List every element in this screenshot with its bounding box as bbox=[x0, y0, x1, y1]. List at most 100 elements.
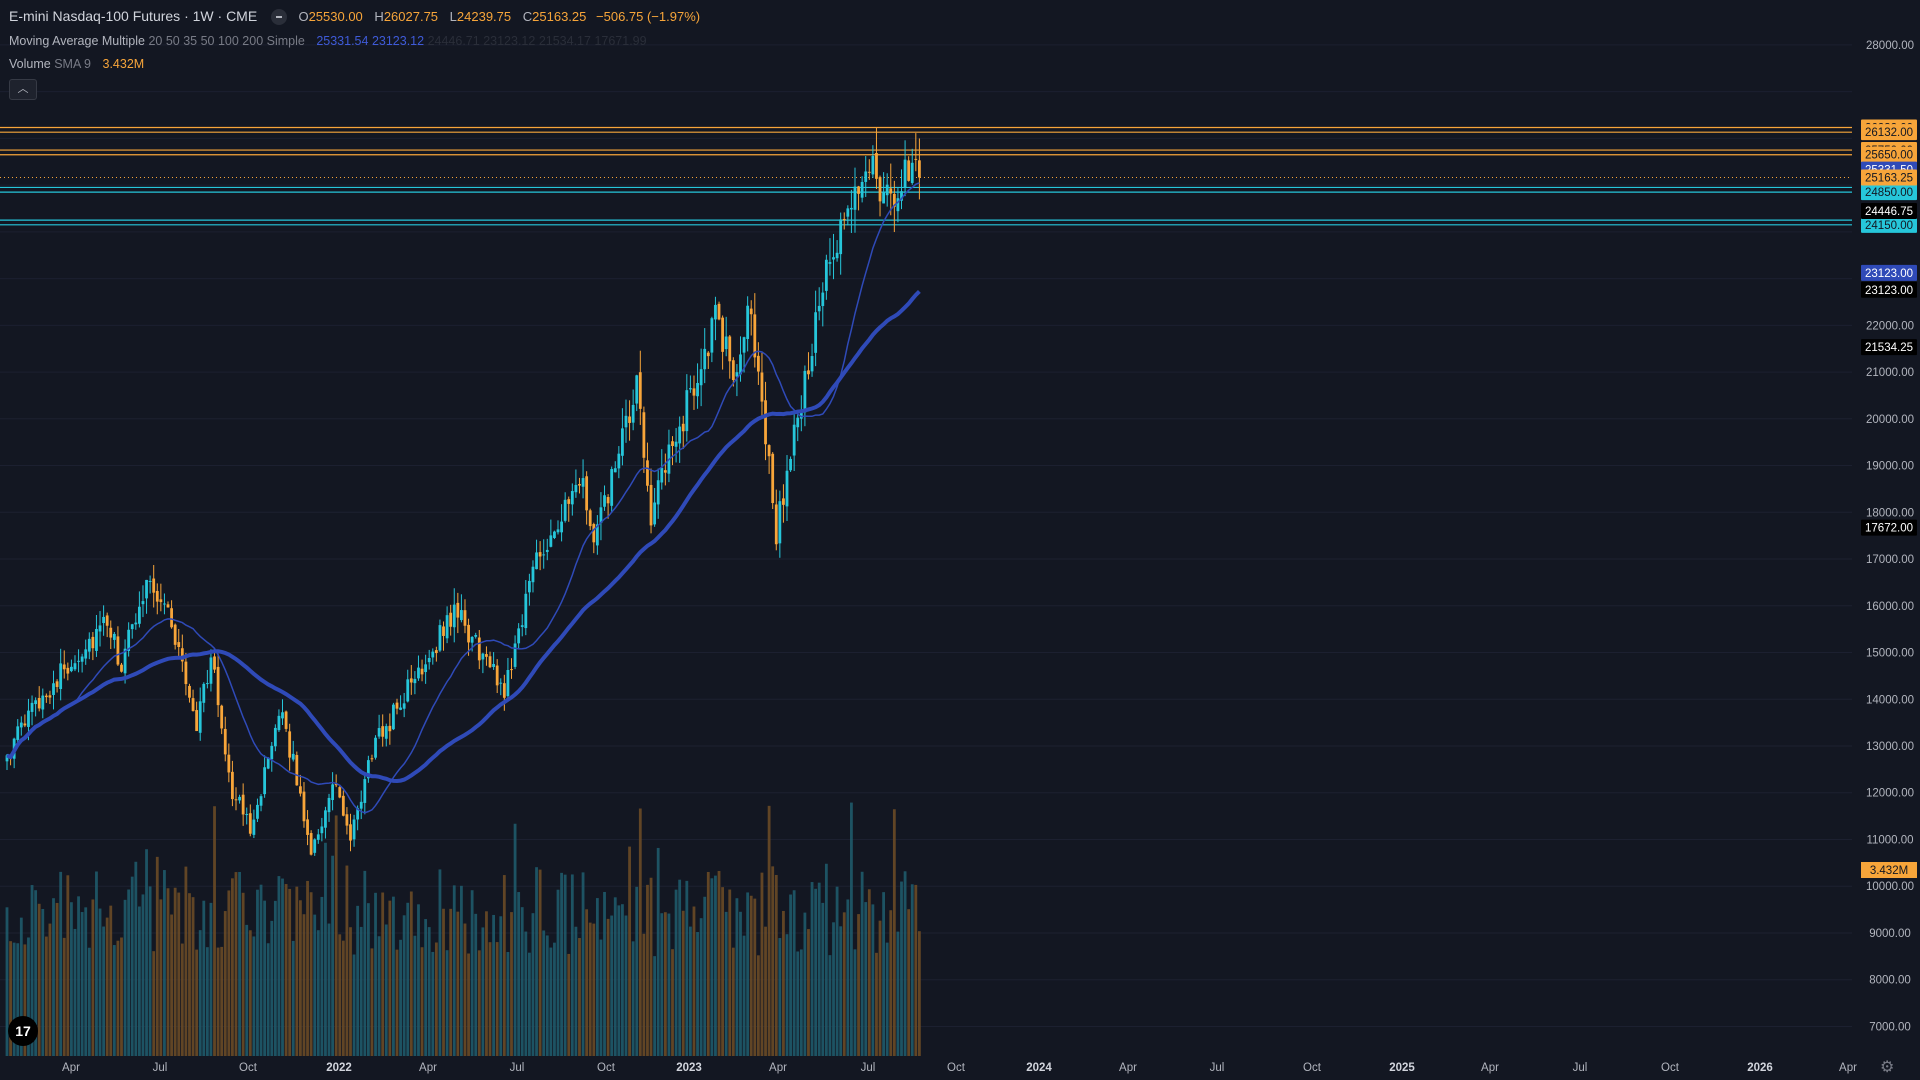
candle-body bbox=[248, 813, 252, 834]
candle-body bbox=[646, 460, 649, 486]
volume-bar bbox=[409, 891, 413, 1056]
candle-body bbox=[853, 186, 857, 210]
candle-body bbox=[145, 579, 148, 599]
candle-body bbox=[62, 664, 66, 670]
volume-bar bbox=[706, 871, 710, 1056]
price-tag-label: 17672.00 bbox=[1865, 523, 1913, 535]
candle-body bbox=[556, 529, 560, 533]
candle-body bbox=[578, 484, 581, 486]
volume-bar bbox=[771, 866, 775, 1056]
symbol-title[interactable]: E-mini Nasdaq-100 Futures · 1W · CME bbox=[9, 8, 258, 24]
candle-body bbox=[531, 566, 535, 583]
candle-body bbox=[821, 292, 825, 307]
price-tag-label: 21534.25 bbox=[1865, 342, 1913, 354]
candle-body bbox=[77, 660, 80, 662]
candle-body bbox=[170, 608, 173, 628]
candle-body bbox=[395, 702, 399, 709]
candle-body bbox=[159, 599, 163, 603]
collapse-legend-button[interactable]: ︿ bbox=[9, 79, 37, 100]
volume-bar bbox=[130, 876, 134, 1056]
volume-bar bbox=[195, 949, 199, 1056]
ma-value-4: 23123.12 bbox=[483, 34, 536, 48]
close-value: 25163.25 bbox=[532, 9, 587, 24]
candle-body bbox=[756, 355, 760, 372]
volume-bar bbox=[563, 874, 567, 1056]
volume-bar bbox=[667, 913, 671, 1056]
candle-body bbox=[574, 484, 578, 493]
volume-bar bbox=[324, 842, 327, 1056]
volume-bar bbox=[413, 935, 417, 1056]
volume-bar bbox=[574, 926, 578, 1056]
volume-bar bbox=[578, 938, 581, 1056]
candle-body bbox=[717, 303, 721, 320]
volume-bar bbox=[70, 902, 73, 1056]
volume-bar bbox=[603, 891, 606, 1056]
volume-bar bbox=[567, 953, 571, 1056]
x-tick-label: 2024 bbox=[1026, 1062, 1052, 1074]
volume-bar bbox=[256, 889, 259, 1056]
price-tag-label: 26132.00 bbox=[1865, 127, 1913, 139]
candle-body bbox=[527, 580, 531, 593]
candle-body bbox=[288, 731, 292, 758]
volume-bar bbox=[137, 906, 141, 1056]
candle-body bbox=[742, 337, 746, 353]
volume-bar bbox=[123, 899, 127, 1056]
candle-body bbox=[270, 745, 274, 760]
candle-body bbox=[592, 524, 596, 543]
candle-body bbox=[621, 428, 624, 456]
volume-bar bbox=[778, 938, 782, 1056]
volume-bar bbox=[506, 952, 510, 1056]
candle-body bbox=[331, 784, 334, 801]
candle-body bbox=[66, 667, 70, 674]
candle-body bbox=[764, 400, 767, 445]
volume-legend[interactable]: Volume SMA 9 3.432M bbox=[9, 57, 144, 71]
candle-body bbox=[273, 727, 277, 747]
volume-bar bbox=[177, 892, 181, 1056]
volume-bar bbox=[621, 904, 624, 1056]
moving-average-20 bbox=[6, 182, 920, 814]
candle-body bbox=[703, 348, 707, 370]
candle-body bbox=[513, 643, 517, 667]
volume-bar bbox=[252, 936, 256, 1056]
volume-bar bbox=[696, 932, 699, 1056]
candle-body bbox=[542, 554, 546, 556]
candle-body bbox=[363, 779, 367, 803]
y-tick-label: 8000.00 bbox=[1869, 975, 1911, 987]
volume-bar bbox=[213, 806, 216, 1056]
volume-bar bbox=[814, 888, 818, 1056]
volume-bar bbox=[499, 916, 503, 1056]
volume-bar bbox=[48, 923, 52, 1056]
volume-bar bbox=[277, 876, 281, 1056]
volume-bar bbox=[431, 951, 435, 1056]
volume-bar bbox=[731, 947, 735, 1056]
eye-icon[interactable] bbox=[270, 8, 287, 25]
volume-bar bbox=[717, 870, 721, 1056]
volume-bar bbox=[223, 911, 227, 1056]
candle-body bbox=[796, 417, 800, 428]
volume-bar bbox=[481, 927, 485, 1056]
tradingview-logo-icon[interactable]: 17 bbox=[8, 1016, 38, 1046]
candle-body bbox=[155, 590, 159, 602]
ma-legend[interactable]: Moving Average Multiple 20 50 35 50 100 … bbox=[9, 34, 647, 48]
candle-body bbox=[152, 578, 156, 593]
volume-bar bbox=[417, 904, 420, 1056]
volume-bar bbox=[112, 945, 116, 1056]
candle-body bbox=[499, 682, 503, 684]
volume-bar bbox=[44, 936, 48, 1056]
candle-body bbox=[502, 683, 506, 698]
candle-body bbox=[477, 637, 481, 661]
candle-body bbox=[746, 305, 750, 339]
candle-body bbox=[595, 524, 599, 546]
volume-bar bbox=[52, 898, 55, 1056]
volume-bar bbox=[613, 897, 617, 1056]
gear-icon[interactable]: ⚙ bbox=[1880, 1059, 1895, 1076]
candle-body bbox=[581, 478, 585, 487]
volume-bar bbox=[871, 904, 875, 1056]
change-value: −506.75 (−1.97%) bbox=[596, 9, 701, 24]
volume-bar bbox=[774, 874, 778, 1056]
volume-bar bbox=[73, 928, 77, 1056]
candle-body bbox=[352, 819, 356, 840]
candle-body bbox=[649, 484, 653, 526]
